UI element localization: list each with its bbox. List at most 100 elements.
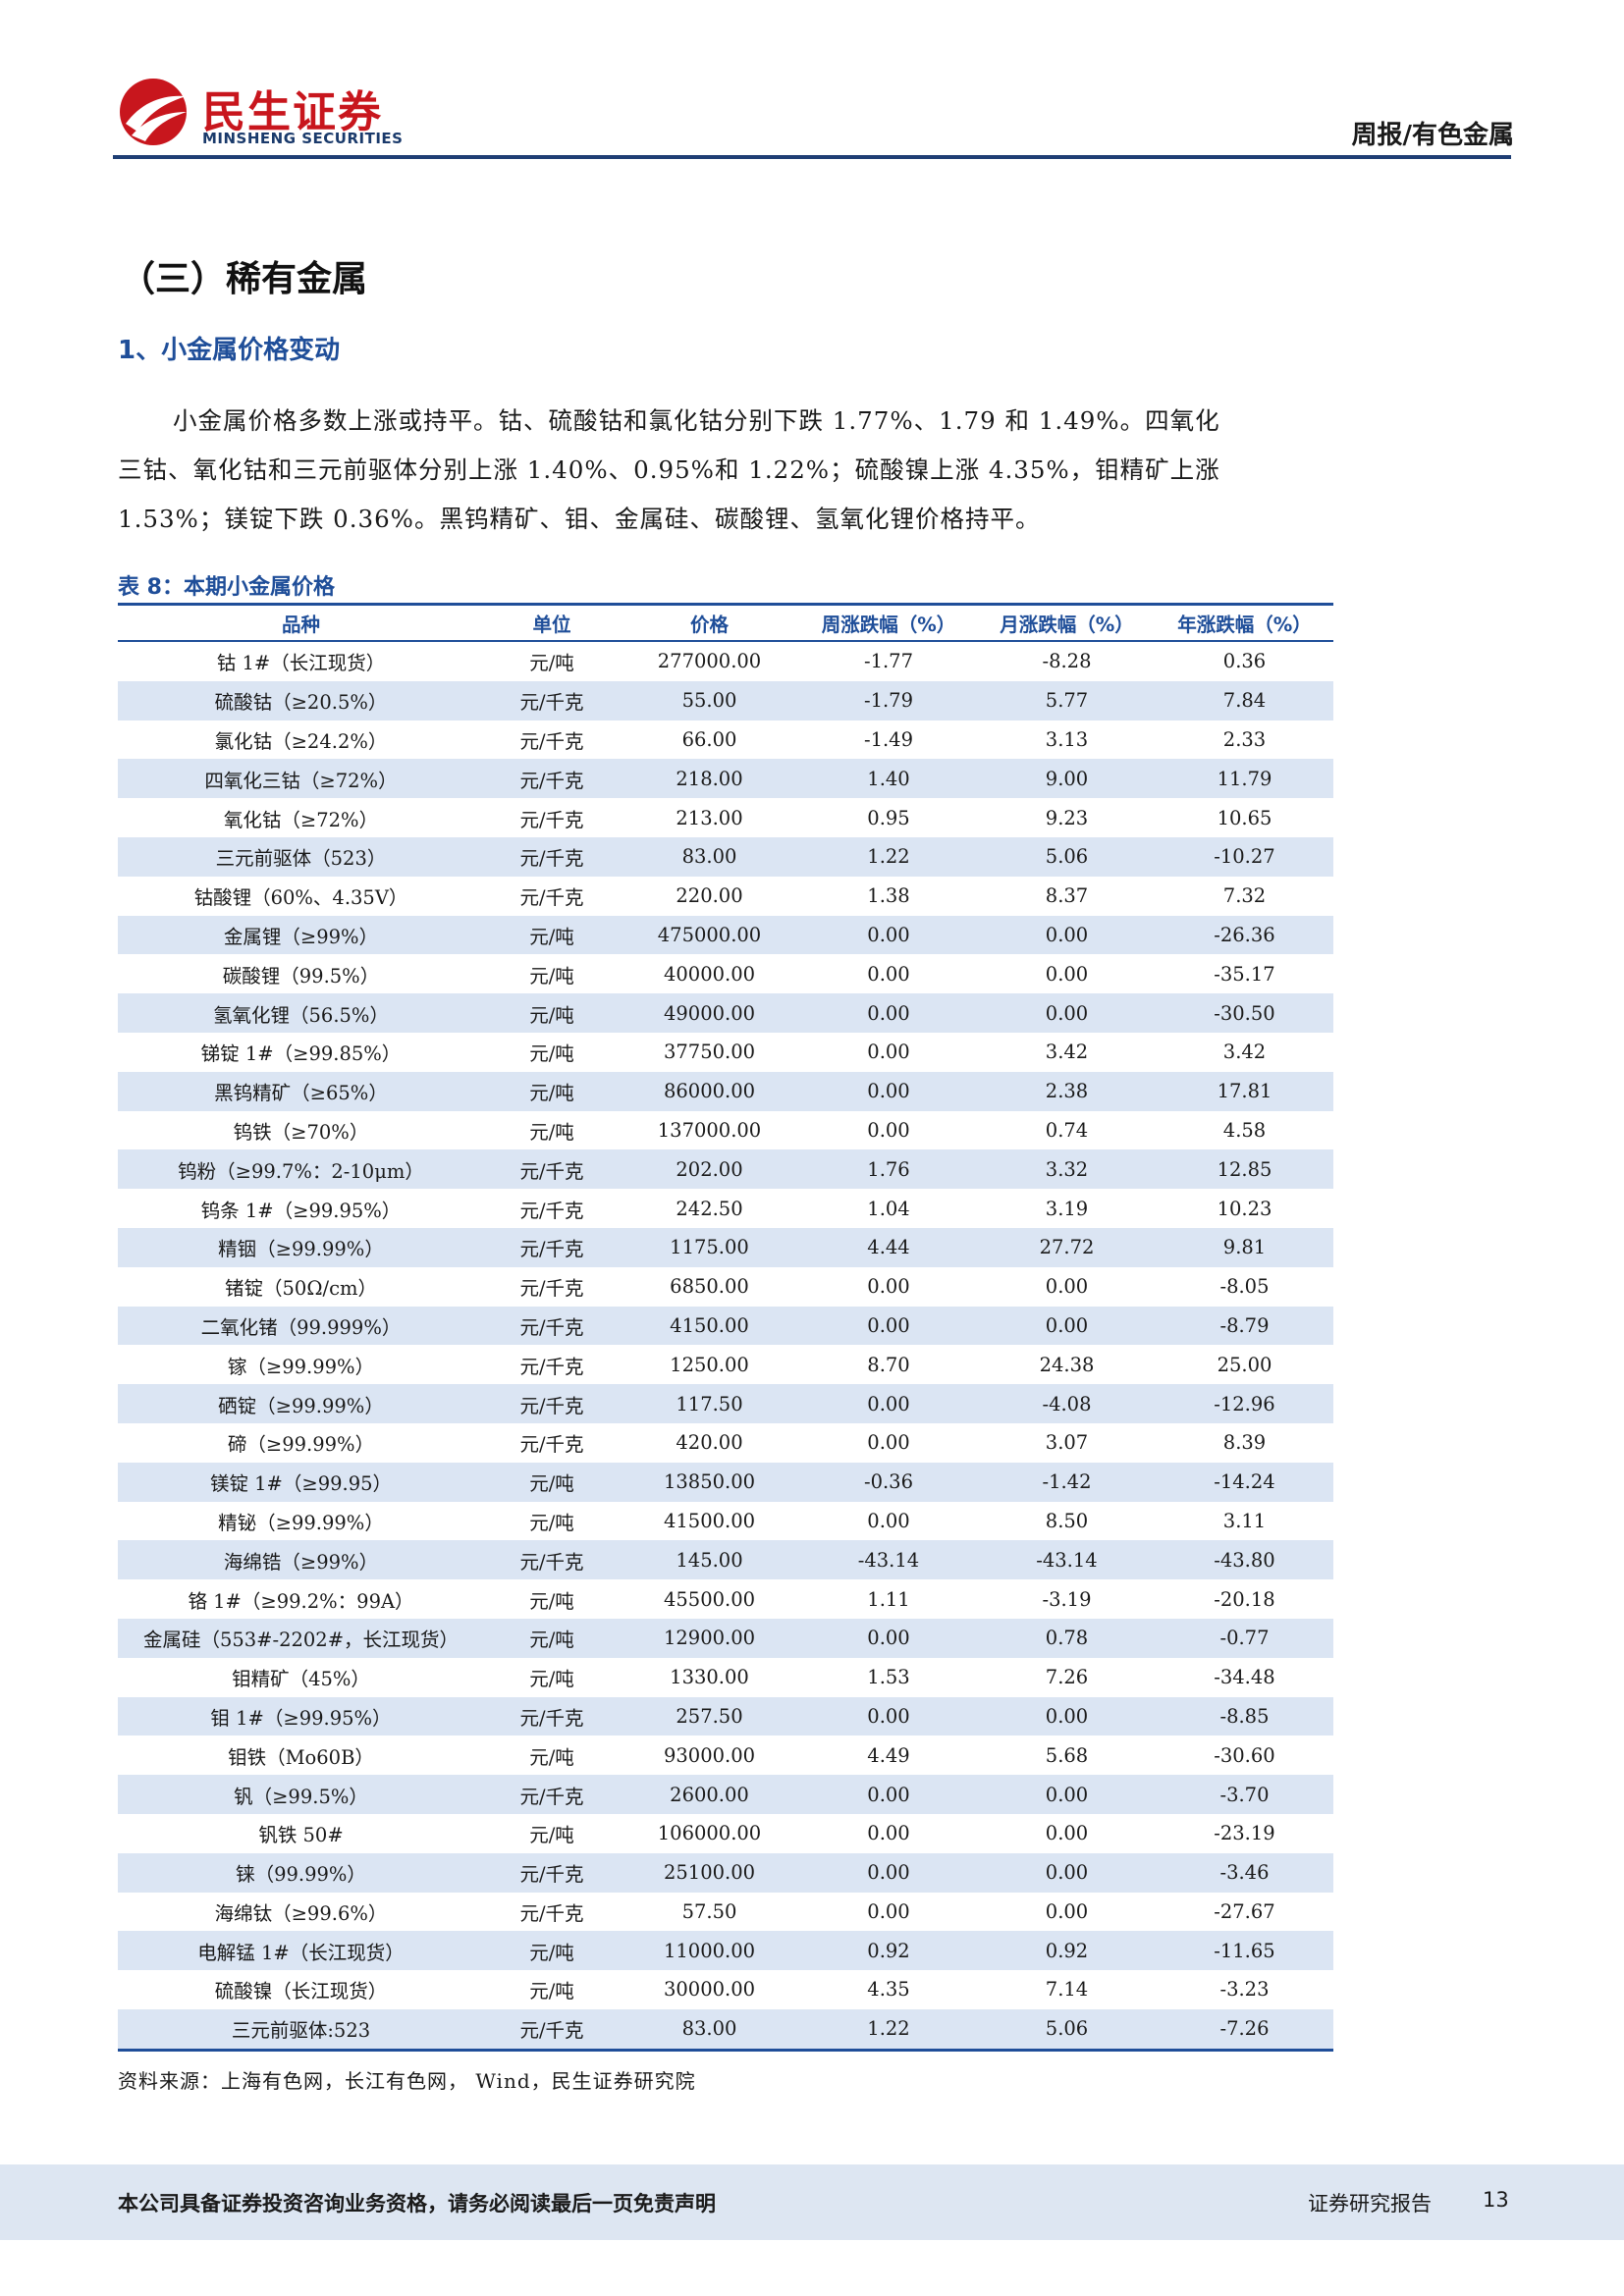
table-row: 锑锭 1#（≥99.85%） 元/吨 37750.00 0.00 3.42 3.42 [118, 1033, 1333, 1072]
cell-yearly-change: -8.05 [1219, 1275, 1270, 1299]
cell-yearly-change: 10.23 [1217, 1197, 1272, 1220]
cell-variety: 金属硅（553#-2202#，长江现货） [118, 1618, 484, 1658]
cell-unit: 元/千克 [519, 1901, 584, 1925]
cell-monthly-change: 0.00 [1045, 962, 1089, 986]
cell-weekly-change: -1.79 [799, 680, 978, 721]
cell-yearly-change: 9.81 [1156, 1227, 1333, 1267]
cell-monthly-change: -43.14 [978, 1540, 1156, 1580]
cell-monthly-change: 5.77 [978, 680, 1156, 721]
cell-monthly-change: 0.00 [978, 1775, 1156, 1814]
table-row: 四氧化三钴（≥72%） 元/千克 218.00 1.40 9.00 11.79 [118, 759, 1333, 799]
cell-price: 257.50 [620, 1696, 799, 1736]
cell-monthly-change: 0.00 [1045, 1275, 1089, 1299]
cell-variety: 硫酸镍（长江现货） [214, 1980, 388, 2003]
cell-yearly-change: -14.24 [1156, 1462, 1333, 1502]
cell-monthly-change: 7.26 [1045, 1666, 1089, 1689]
cell-variety: 镓（≥99.99%） [227, 1355, 375, 1378]
table-row: 钨粉（≥99.7%：2-10μm） 元/千克 202.00 1.76 3.32 12.85 [118, 1149, 1333, 1190]
cell-price: 30000.00 [663, 1978, 756, 2002]
cell-price: 13850.00 [620, 1462, 799, 1502]
cell-monthly-change: 0.00 [978, 915, 1156, 955]
table-row: 钨条 1#（≥99.95%） 元/千克 242.50 1.04 3.19 10.23 [118, 1189, 1333, 1228]
cell-monthly-change: 0.78 [978, 1618, 1156, 1658]
cell-weekly-change: 1.38 [867, 884, 910, 908]
cell-monthly-change: 0.74 [1045, 1118, 1089, 1142]
cell-weekly-change: 0.00 [867, 962, 910, 986]
cell-unit: 元/吨 [529, 1824, 574, 1847]
cell-unit: 元/千克 [484, 680, 620, 721]
cell-variety: 海绵钛（≥99.6%） [214, 1901, 388, 1925]
cell-price: 145.00 [620, 1540, 799, 1580]
table-caption: 表 8：本期小金属价格 [118, 575, 335, 600]
cell-variety: 四氧化三钴（≥72%） [118, 759, 484, 799]
cell-weekly-change: 1.22 [799, 2008, 978, 2052]
cell-unit: 元/吨 [529, 1980, 574, 2003]
cell-unit: 元/吨 [484, 1618, 620, 1658]
cell-variety: 钒（≥99.5%） [118, 1775, 484, 1814]
cell-variety: 氧化钴（≥72%） [223, 808, 379, 831]
cell-yearly-change: -11.65 [1156, 1931, 1333, 1971]
cell-variety: 铼（99.99%） [118, 1852, 484, 1893]
cell-weekly-change: 1.76 [799, 1149, 978, 1190]
cell-yearly-change: 25.00 [1217, 1353, 1272, 1376]
cell-monthly-change: 0.00 [978, 993, 1156, 1033]
cell-variety: 铬 1#（≥99.2%：99A） [188, 1589, 414, 1613]
footer-report-type: 证券研究报告 [1308, 2192, 1432, 2216]
cell-weekly-change: -1.49 [863, 727, 913, 751]
cell-unit: 元/千克 [484, 1306, 620, 1346]
document-type-label: 周报/有色金属 [1351, 121, 1515, 150]
logo-text-en: MINSHENG SECURITIES [202, 130, 404, 147]
cell-weekly-change: 4.49 [867, 1743, 910, 1767]
cell-monthly-change: 24.38 [1039, 1353, 1095, 1376]
cell-price: 220.00 [676, 884, 743, 908]
cell-unit: 元/吨 [529, 1511, 574, 1534]
cell-price: 66.00 [681, 727, 737, 751]
cell-unit: 元/千克 [484, 1775, 620, 1814]
cell-price: 137000.00 [657, 1118, 762, 1142]
cell-variety: 钼精矿（45%） [232, 1668, 370, 1691]
page-number: 13 [1483, 2188, 1509, 2212]
cell-yearly-change: -34.48 [1214, 1666, 1275, 1689]
cell-price: 93000.00 [663, 1743, 756, 1767]
cell-weekly-change: 0.00 [867, 1275, 910, 1299]
cell-price: 83.00 [620, 2008, 799, 2052]
cell-yearly-change: 7.32 [1222, 884, 1267, 908]
cell-monthly-change: -1.42 [978, 1462, 1156, 1502]
cell-unit: 元/千克 [484, 1384, 620, 1423]
cell-unit: 元/吨 [529, 1120, 574, 1144]
cell-yearly-change: 17.81 [1156, 1071, 1333, 1111]
cell-price: 57.50 [681, 1899, 737, 1923]
cell-unit: 元/吨 [484, 1071, 620, 1111]
cell-weekly-change: 4.44 [799, 1227, 978, 1267]
cell-variety: 钨粉（≥99.7%：2-10μm） [118, 1149, 484, 1190]
table-row: 钴酸锂（60%、4.35V） 元/千克 220.00 1.38 8.37 7.32 [118, 877, 1333, 916]
cell-monthly-change: 5.06 [978, 836, 1156, 877]
cell-price: 213.00 [676, 806, 743, 829]
cell-price: 202.00 [620, 1149, 799, 1190]
cell-weekly-change: 0.92 [799, 1931, 978, 1971]
cell-price: 1330.00 [670, 1666, 749, 1689]
cell-unit: 元/千克 [484, 836, 620, 877]
cell-weekly-change: 0.00 [867, 1509, 910, 1532]
cell-yearly-change: 11.79 [1156, 759, 1333, 799]
cell-weekly-change: 0.00 [799, 1618, 978, 1658]
cell-unit: 元/吨 [529, 1589, 574, 1613]
cell-weekly-change: 1.04 [867, 1197, 910, 1220]
table-row: 海绵钛（≥99.6%） 元/千克 57.50 0.00 0.00 -27.67 [118, 1893, 1333, 1932]
table-row: 金属硅（553#-2202#，长江现货） 元/吨 12900.00 0.00 0.78-… [118, 1618, 1333, 1658]
cell-unit: 元/吨 [529, 1042, 574, 1066]
cell-monthly-change: 5.06 [978, 2008, 1156, 2052]
table-row: 三元前驱体:523 元/千克 83.00 1.22 5.06 -7.26 [118, 2008, 1333, 2052]
cell-yearly-change: 0.36 [1222, 650, 1267, 673]
page-footer: 本公司具备证券投资咨询业务资格，请务必阅读最后一页免责声明 证券研究报告 13 [0, 2164, 1624, 2240]
cell-weekly-change: 0.00 [799, 1852, 978, 1893]
header-unit: 单位 [484, 603, 620, 642]
cell-yearly-change: -10.27 [1156, 836, 1333, 877]
cell-unit: 元/吨 [484, 915, 620, 955]
cell-monthly-change: 2.38 [978, 1071, 1156, 1111]
cell-yearly-change: 3.11 [1222, 1509, 1267, 1532]
cell-weekly-change: -1.77 [863, 650, 913, 673]
cell-price: 1175.00 [620, 1227, 799, 1267]
cell-unit: 元/千克 [519, 1277, 584, 1301]
cell-price: 41500.00 [663, 1509, 756, 1532]
